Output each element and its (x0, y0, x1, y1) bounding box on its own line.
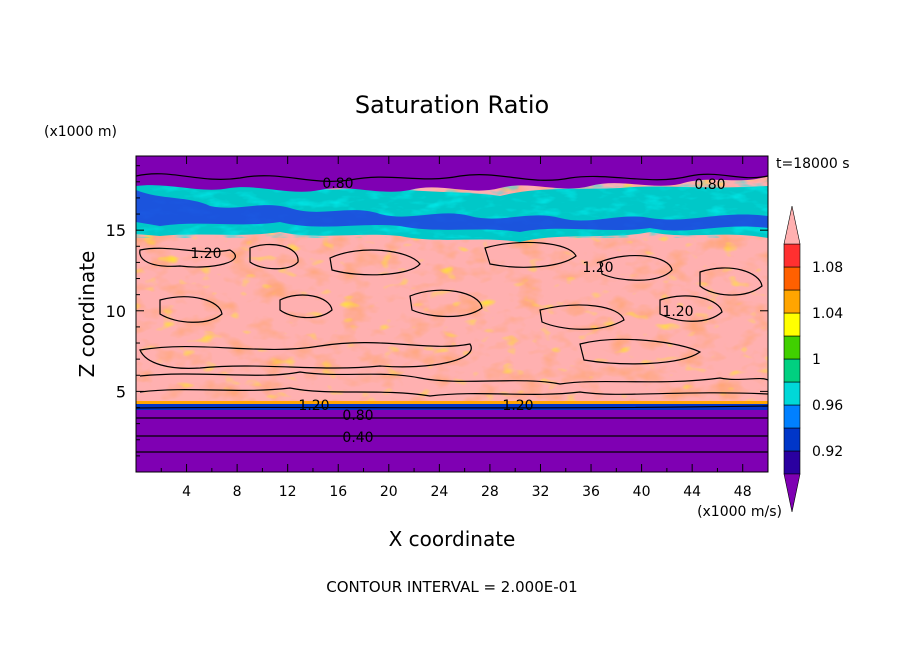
x-tick-label: 28 (481, 484, 499, 500)
contour-label: 1.20 (662, 304, 693, 320)
colorbar-segment (783, 312, 801, 337)
y-tick-label: 5 (116, 382, 126, 401)
contour-label: 0.80 (322, 176, 353, 192)
colorbar-label: 0.96 (812, 398, 843, 414)
boundary-orange-line (136, 401, 768, 404)
colorbar-label: 1.08 (812, 260, 843, 276)
x-tick-label: 36 (582, 484, 600, 500)
colorbar-segment (783, 427, 801, 452)
x-axis: 4 8 12 16 20 24 28 32 36 40 44 48 (160, 156, 752, 500)
y-axis-title: Z coordinate (75, 251, 99, 378)
x-axis-units: (x1000 m/s) (697, 504, 782, 520)
contour-label: 0.80 (694, 177, 725, 193)
colorbar-upper-arrow (783, 205, 801, 245)
colorbar-label: 1.04 (812, 306, 843, 322)
colorbar-lower-arrow (783, 473, 801, 513)
colorbar-segment (783, 404, 801, 429)
plot-area: 0.80 0.80 1.20 1.20 1.20 1.20 1.20 0.80 … (136, 156, 768, 472)
time-label: t=18000 s (776, 156, 850, 172)
x-tick-label: 16 (329, 484, 347, 500)
x-tick-label: 24 (430, 484, 448, 500)
contour-label: 0.40 (342, 430, 373, 446)
contour-label: 1.20 (190, 246, 221, 262)
x-tick-label: 20 (380, 484, 398, 500)
x-tick-label: 12 (279, 484, 297, 500)
colorbar-segment (783, 335, 801, 360)
contour-interval-footer: CONTOUR INTERVAL = 2.000E-01 (326, 578, 577, 596)
y-tick-label: 15 (106, 221, 126, 240)
colorbar-segment (783, 266, 801, 291)
lower-violet-layer (136, 408, 768, 472)
boundary-blue-line (136, 404, 768, 410)
x-axis-title: X coordinate (389, 527, 516, 551)
colorbar-segment (783, 243, 801, 268)
colorbar: 1.08 1.04 1 0.96 0.92 (783, 205, 843, 513)
x-tick-label: 40 (633, 484, 651, 500)
contour-lines (136, 173, 768, 453)
contour-label: 0.80 (342, 408, 373, 424)
chart-title: Saturation Ratio (355, 91, 549, 119)
contour-label: 1.20 (298, 398, 329, 414)
y-axis: 5 10 15 (106, 165, 768, 457)
y-axis-units: (x1000 m) (44, 124, 117, 140)
x-tick-label: 48 (734, 484, 752, 500)
x-tick-label: 4 (182, 484, 191, 500)
contour-label: 1.20 (582, 260, 613, 276)
y-tick-label: 10 (106, 302, 126, 321)
colorbar-segment (783, 289, 801, 314)
x-tick-label: 44 (683, 484, 701, 500)
contour-labels: 0.80 0.80 1.20 1.20 1.20 1.20 1.20 0.80 … (190, 176, 725, 446)
x-tick-label: 8 (233, 484, 242, 500)
x-tick-label: 32 (532, 484, 550, 500)
colorbar-label: 0.92 (812, 444, 843, 460)
colorbar-label: 1 (812, 352, 821, 368)
colorbar-segment (783, 381, 801, 406)
colorbar-segment (783, 450, 801, 475)
plot-frame (135, 155, 769, 473)
blue-band (136, 190, 768, 232)
contour-label: 1.20 (502, 398, 533, 414)
colorbar-segment (783, 358, 801, 383)
upper-violet-layer (136, 156, 768, 192)
